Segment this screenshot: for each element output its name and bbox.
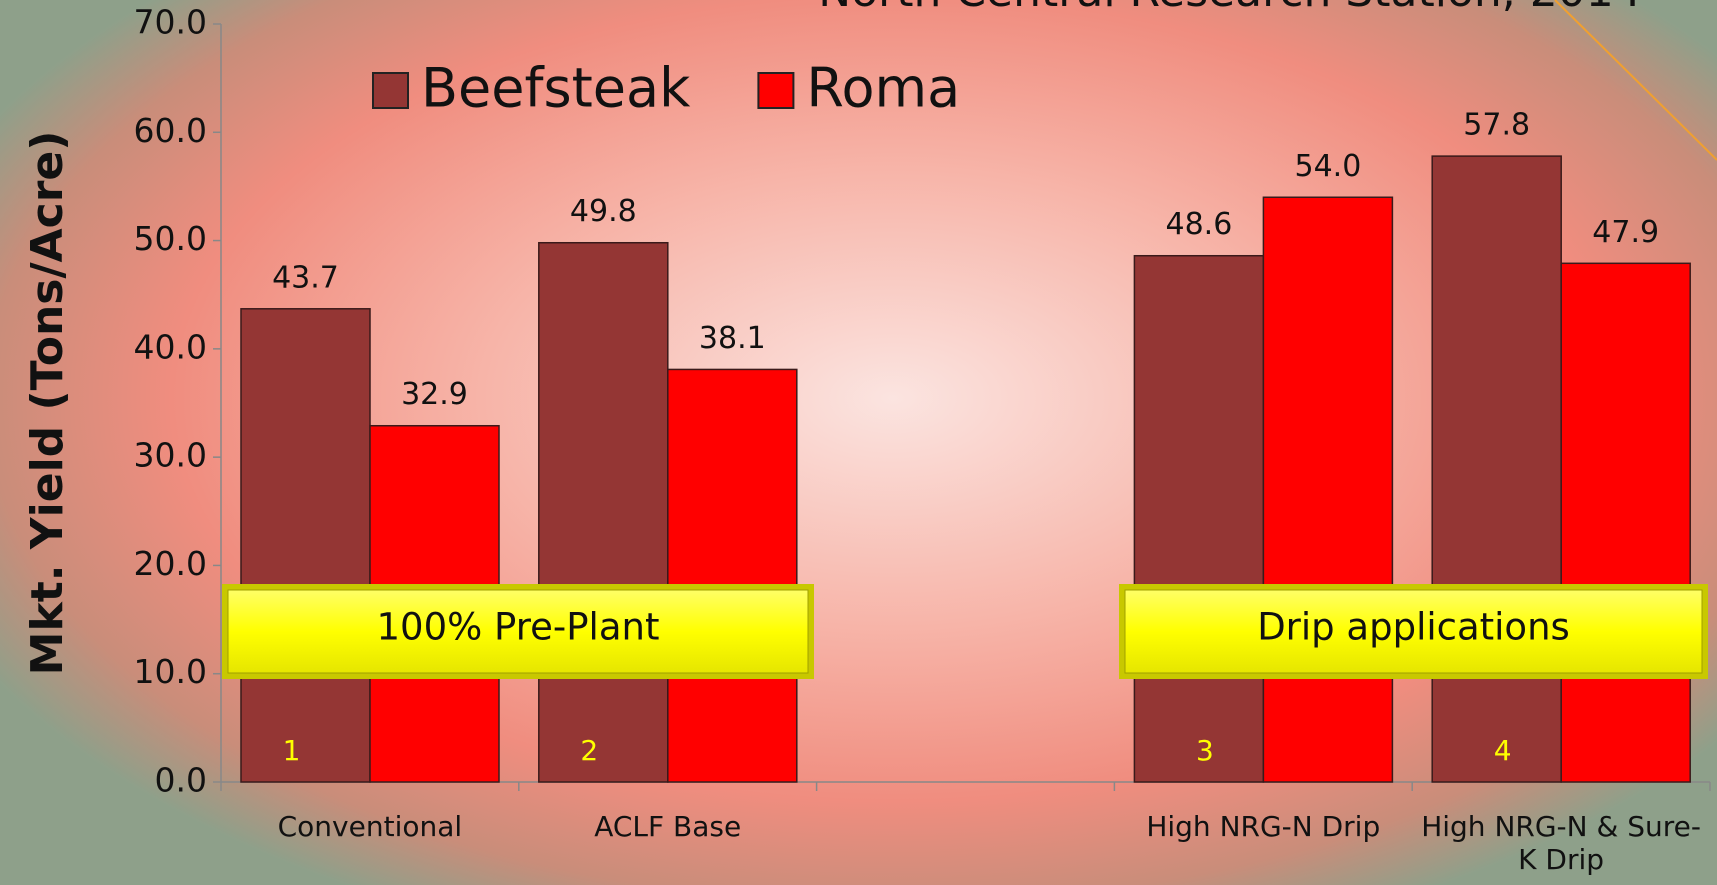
bar <box>241 309 370 782</box>
decor-line <box>1555 0 1717 160</box>
value-label: 38.1 <box>699 321 766 356</box>
x-tick-label: High NRG-N Drip <box>1119 810 1407 843</box>
value-label: 43.7 <box>272 260 339 295</box>
bar-number: 3 <box>1196 734 1214 767</box>
legend-label: Beefsteak <box>421 57 691 120</box>
y-tick-label: 30.0 <box>134 436 207 475</box>
value-label: 57.8 <box>1463 108 1530 143</box>
bar-number: 2 <box>580 734 598 767</box>
bar-number: 4 <box>1494 734 1512 767</box>
y-tick-label: 20.0 <box>134 544 207 583</box>
bar-number: 1 <box>283 734 301 767</box>
chart: North Central Research Station, 2014 Mkt… <box>0 0 1717 885</box>
y-tick-label: 60.0 <box>134 111 207 150</box>
annotation: Drip applications <box>1257 606 1570 649</box>
annotation: 100% Pre-Plant <box>377 606 660 649</box>
value-label: 48.6 <box>1166 207 1233 242</box>
value-label: 49.8 <box>570 194 637 229</box>
chart-title: North Central Research Station, 2014 <box>818 0 1641 17</box>
bar <box>1561 263 1690 782</box>
value-label: 32.9 <box>401 377 468 412</box>
bar <box>1432 156 1561 782</box>
y-tick-label: 0.0 <box>155 761 207 800</box>
y-tick-label: 40.0 <box>134 327 207 366</box>
legend-swatch <box>373 73 408 108</box>
bar <box>539 243 668 782</box>
x-tick-label: High NRG-N & Sure-K Drip <box>1417 810 1705 876</box>
value-label: 47.9 <box>1592 215 1659 250</box>
bar <box>668 369 797 782</box>
bar <box>1263 197 1392 782</box>
y-tick-label: 70.0 <box>134 3 207 42</box>
value-label: 54.0 <box>1295 149 1362 184</box>
slide: North Central Research Station, 2014 Mkt… <box>0 0 1717 885</box>
bar <box>1134 256 1263 782</box>
x-tick-label: ACLF Base <box>524 810 812 843</box>
x-tick-label: Conventional <box>226 810 514 843</box>
legend-swatch <box>758 73 793 108</box>
legend-label: Roma <box>806 57 960 120</box>
y-tick-label: 50.0 <box>134 219 207 258</box>
y-tick-label: 10.0 <box>134 652 207 691</box>
y-axis-title: Mkt. Yield (Tons/Acre) <box>22 131 73 676</box>
